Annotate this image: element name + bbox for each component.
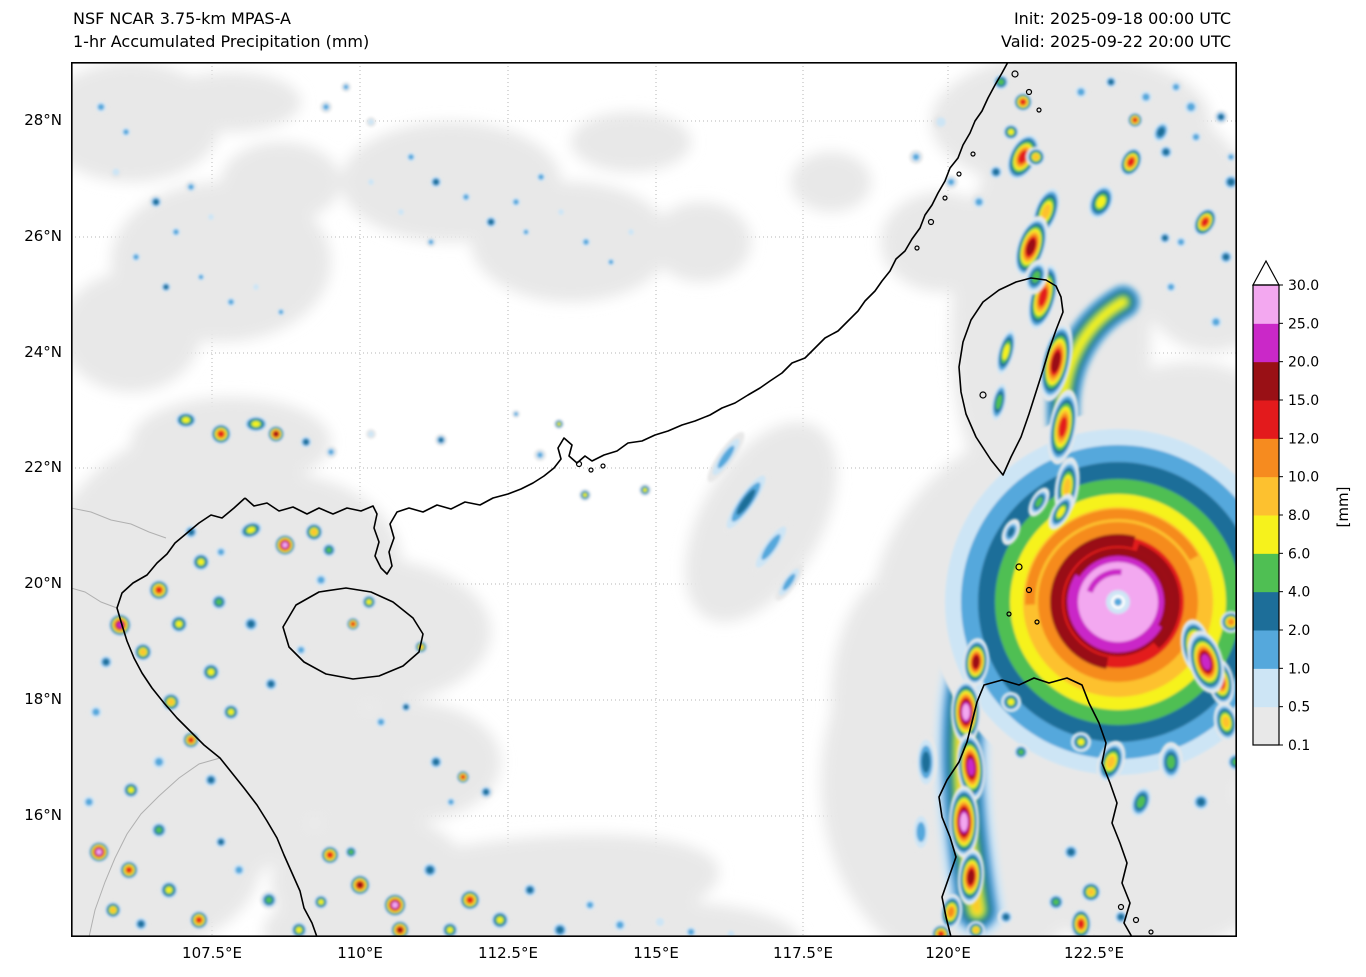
svg-text:15.0: 15.0 xyxy=(1288,393,1319,409)
y-axis-tick-28n: 28°N xyxy=(24,111,62,129)
y-axis-tick-24n: 24°N xyxy=(24,343,62,361)
svg-text:25.0: 25.0 xyxy=(1288,316,1319,332)
svg-text:8.0: 8.0 xyxy=(1288,508,1310,524)
init-time-label: Init: 2025-09-18 00:00 UTC xyxy=(1013,9,1231,28)
x-axis-tick-110e: 110°E xyxy=(337,944,383,962)
svg-text:1.0: 1.0 xyxy=(1288,661,1310,677)
x-axis-tick-112-5e: 112.5°E xyxy=(478,944,538,962)
svg-text:10.0: 10.0 xyxy=(1288,470,1319,486)
svg-text:0.5: 0.5 xyxy=(1288,700,1310,716)
y-axis-tick-20n: 20°N xyxy=(24,574,62,592)
x-axis-tick-122-5e: 122.5°E xyxy=(1064,944,1124,962)
colorbar: 0.1 0.5 1.0 2.0 4.0 6.0 8.0 10.0 12.0 15.0 20.0 25.… xyxy=(1251,255,1366,765)
svg-text:20.0: 20.0 xyxy=(1288,355,1319,371)
map-panel xyxy=(71,62,1237,937)
x-axis-tick-117-5e: 117.5°E xyxy=(773,944,833,962)
svg-text:12.0: 12.0 xyxy=(1288,431,1319,447)
colorbar-unit-label: [mm] xyxy=(1334,486,1352,528)
x-axis-tick-120e: 120°E xyxy=(925,944,971,962)
model-title: NSF NCAR 3.75-km MPAS-A xyxy=(73,9,291,28)
y-axis-tick-26n: 26°N xyxy=(24,227,62,245)
x-axis-tick-107-5e: 107.5°E xyxy=(182,944,242,962)
y-axis-tick-22n: 22°N xyxy=(24,458,62,476)
valid-time-label: Valid: 2025-09-22 20:00 UTC xyxy=(1000,32,1231,51)
x-axis-tick-115e: 115°E xyxy=(633,944,679,962)
map-canvas xyxy=(71,62,1237,937)
svg-text:4.0: 4.0 xyxy=(1288,585,1310,601)
svg-text:30.0: 30.0 xyxy=(1288,278,1319,294)
y-axis-tick-16n: 16°N xyxy=(24,806,62,824)
svg-text:6.0: 6.0 xyxy=(1288,546,1310,562)
svg-text:2.0: 2.0 xyxy=(1288,623,1310,639)
colorbar-canvas: 0.1 0.5 1.0 2.0 4.0 6.0 8.0 10.0 12.0 15.0 20.0 25.… xyxy=(1251,259,1319,754)
svg-text:0.1: 0.1 xyxy=(1288,738,1310,754)
product-title: 1-hr Accumulated Precipitation (mm) xyxy=(73,32,370,51)
y-axis-tick-18n: 18°N xyxy=(24,690,62,708)
